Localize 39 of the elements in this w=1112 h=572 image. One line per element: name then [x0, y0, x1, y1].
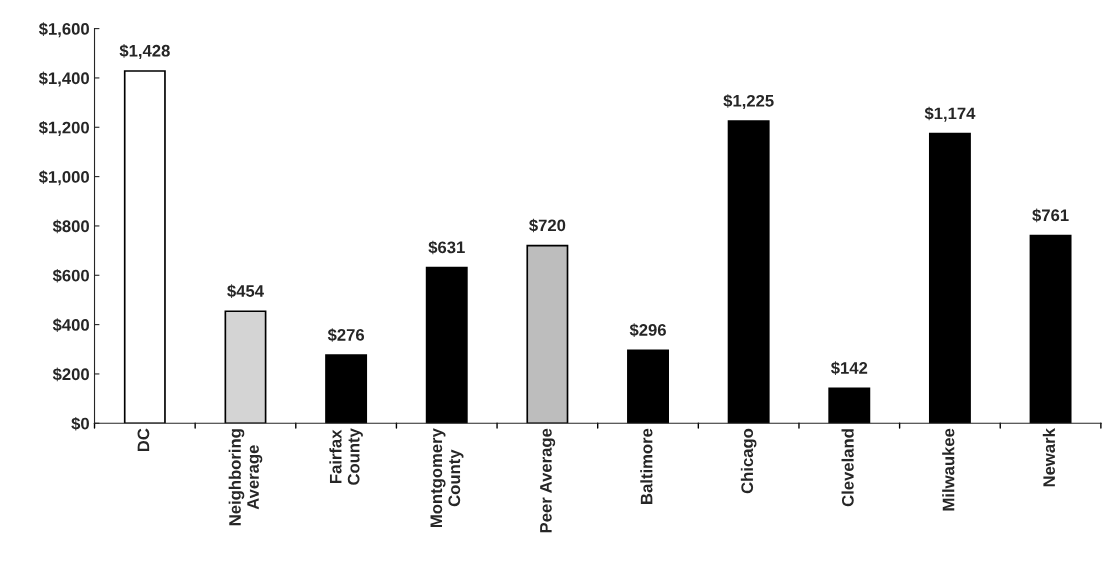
x-tick-label: Milwaukee	[942, 428, 955, 511]
bar	[123, 70, 166, 424]
y-tick-label: $200	[52, 367, 89, 382]
x-tick-label: DC	[137, 428, 150, 452]
y-tick-label: $800	[52, 219, 89, 234]
x-tick-label: Newark	[1042, 428, 1056, 487]
y-tick-label: $400	[52, 318, 89, 332]
data-label: $276	[327, 328, 365, 342]
y-tick-label: $600	[52, 268, 89, 283]
data-label: $761	[1032, 208, 1069, 223]
x-tick-label: Fairfax County	[329, 428, 363, 485]
bar	[627, 349, 669, 424]
x-tick-label: Chicago	[740, 428, 757, 494]
bar	[928, 132, 971, 424]
bar	[1029, 234, 1072, 424]
data-label: $454	[227, 284, 264, 298]
x-tick-label: Montgomery County	[430, 428, 464, 528]
bar	[828, 387, 871, 424]
data-label: $631	[428, 240, 465, 255]
data-label: $1,225	[723, 94, 774, 110]
bar	[727, 120, 770, 424]
y-tick-label: $1,200	[38, 120, 89, 136]
y-tick-label: $1,000	[38, 170, 89, 186]
bar	[425, 266, 468, 424]
y-tick-label: $1,600	[38, 22, 89, 38]
x-tick-label: Neighboring Average	[228, 429, 263, 526]
data-label: $142	[830, 361, 868, 375]
data-label: $296	[629, 323, 666, 337]
data-label: $720	[529, 218, 566, 233]
x-tick-label: Cleveland	[841, 429, 854, 507]
bar	[526, 244, 569, 424]
x-tick-label: Baltimore	[640, 428, 653, 504]
y-tick-label: $0	[71, 416, 89, 431]
y-tick-label: $1,400	[38, 71, 89, 87]
data-label: $1,428	[119, 44, 170, 60]
x-tick-label: Peer Average	[540, 428, 556, 533]
bar	[224, 310, 267, 424]
data-label: $1,174	[924, 106, 976, 122]
bar	[325, 354, 368, 424]
